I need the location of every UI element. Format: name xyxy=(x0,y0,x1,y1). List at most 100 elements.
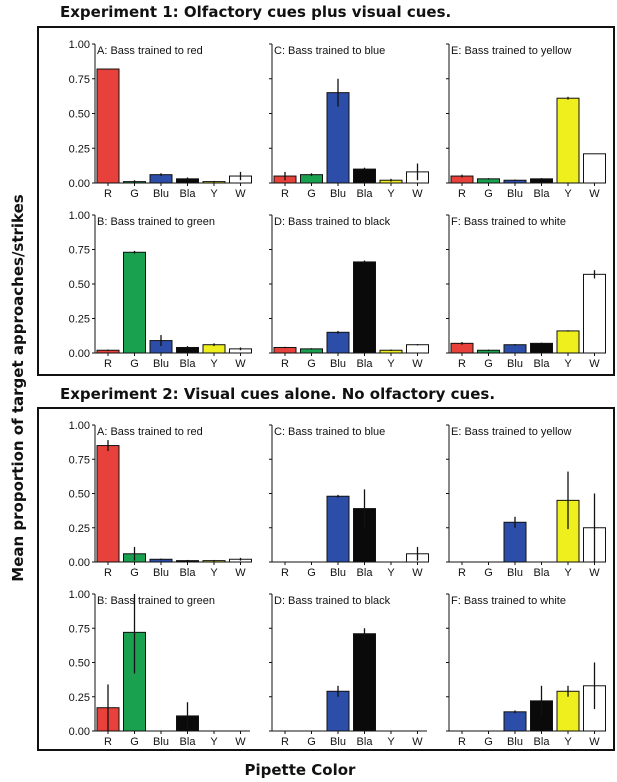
x-tick-label: Y xyxy=(387,567,395,579)
x-tick-label: Y xyxy=(210,358,218,370)
x-tick-label: G xyxy=(484,567,493,579)
panel-label: B: Bass trained to green xyxy=(97,216,215,228)
x-tick-label: Y xyxy=(210,736,218,748)
panel-1-5: R G Blu Bla Y W D: Bass trained to black xyxy=(269,214,429,370)
x-tick-label: Y xyxy=(210,188,218,200)
x-tick-label: W xyxy=(235,188,246,200)
panel-2-6: R G Blu Bla Y W F: Bass trained to white xyxy=(446,593,606,748)
x-tick-label: R xyxy=(104,736,112,748)
experiment-1-title: Experiment 1: Olfactory cues plus visual… xyxy=(60,3,451,21)
bar-r xyxy=(96,445,120,563)
panel-label: B: Bass trained to green xyxy=(97,595,215,607)
panels-group: 1.00 0.75 0.50 0.25 0.00 R G Blu Bla Y W A: Bass tr… xyxy=(69,39,606,748)
y-tick-label: 0.50 xyxy=(69,279,90,291)
x-tick-label: R xyxy=(458,188,466,200)
y-tick-label: 0.50 xyxy=(69,489,90,501)
panel-1-2: R G Blu Bla Y W C: Bass trained to blue xyxy=(269,43,429,200)
x-tick-label: Blu xyxy=(330,736,346,748)
bar-bla xyxy=(530,342,553,354)
panel-label: C: Bass trained to blue xyxy=(274,426,385,438)
panel-1-6: R G Blu Bla Y W F: Bass trained to white xyxy=(446,214,606,370)
y-tick-label: 0.50 xyxy=(69,658,90,670)
bar-g xyxy=(123,251,146,354)
x-tick-label: Y xyxy=(387,736,395,748)
x-tick-label: W xyxy=(412,358,423,370)
x-tick-label: G xyxy=(130,736,139,748)
x-tick-label: Y xyxy=(387,188,395,200)
x-tick-label: Bla xyxy=(534,188,551,200)
panel-2-1: 1.00 0.75 0.50 0.25 0.00 R G Blu Bla Y W A: Bass tr… xyxy=(69,420,252,579)
x-tick-label: Bla xyxy=(180,736,197,748)
bar-r xyxy=(273,346,297,354)
panel-2-4: 1.00 0.75 0.50 0.25 0.00 R G Blu Bla Y W B: Bass tr… xyxy=(69,589,250,748)
x-tick-label: Blu xyxy=(330,188,346,200)
y-tick-label: 0.75 xyxy=(69,623,90,635)
y-tick-label: 0.75 xyxy=(69,454,90,466)
y-tick-label: 0.00 xyxy=(69,348,90,360)
bar-blu xyxy=(503,711,527,732)
bar-bla xyxy=(353,261,376,354)
bar-y xyxy=(556,330,580,354)
panel-1-3: R G Blu Bla Y W E: Bass trained to yellow xyxy=(446,43,606,200)
panel-label: A: Bass trained to red xyxy=(97,45,203,57)
x-tick-label: W xyxy=(235,736,246,748)
x-tick-label: Y xyxy=(387,358,395,370)
x-tick-label: Bla xyxy=(534,736,551,748)
bar-bla xyxy=(353,633,376,732)
bar-y xyxy=(556,690,580,732)
bar-r xyxy=(450,342,474,354)
panel-label: C: Bass trained to blue xyxy=(274,45,385,57)
x-tick-label: R xyxy=(104,358,112,370)
x-tick-label: W xyxy=(589,567,600,579)
x-tick-label: R xyxy=(281,567,289,579)
x-tick-label: R xyxy=(458,358,466,370)
x-tick-label: G xyxy=(307,188,316,200)
bar-blu xyxy=(326,690,350,732)
x-tick-label: G xyxy=(130,358,139,370)
x-tick-label: Bla xyxy=(357,736,374,748)
x-tick-label: G xyxy=(484,188,493,200)
x-tick-label: W xyxy=(589,736,600,748)
x-tick-label: Y xyxy=(210,567,218,579)
x-tick-label: R xyxy=(281,736,289,748)
x-tick-label: Blu xyxy=(153,188,169,200)
x-tick-label: Y xyxy=(564,736,572,748)
bar-blu xyxy=(326,331,350,354)
x-tick-label: Blu xyxy=(507,567,523,579)
x-tick-label: G xyxy=(307,358,316,370)
bar-blu xyxy=(326,495,350,563)
x-tick-label: Y xyxy=(564,567,572,579)
x-tick-label: G xyxy=(130,567,139,579)
y-tick-label: 0.75 xyxy=(69,245,90,257)
y-tick-label: 0.25 xyxy=(69,692,90,704)
x-tick-label: Y xyxy=(564,358,572,370)
x-tick-label: G xyxy=(484,736,493,748)
x-tick-label: Bla xyxy=(180,567,197,579)
x-axis-title: Pipette Color xyxy=(245,761,357,779)
x-tick-label: W xyxy=(412,188,423,200)
y-axis-title: Mean proportion of target approaches/str… xyxy=(9,194,27,582)
experiment-2-title: Experiment 2: Visual cues alone. No olfa… xyxy=(60,385,495,403)
x-tick-label: G xyxy=(484,358,493,370)
x-tick-label: W xyxy=(235,358,246,370)
x-tick-label: R xyxy=(281,188,289,200)
bar-blu xyxy=(503,521,527,563)
x-tick-label: R xyxy=(458,567,466,579)
x-tick-label: Bla xyxy=(357,358,374,370)
x-tick-label: W xyxy=(235,567,246,579)
x-tick-label: Bla xyxy=(357,188,374,200)
x-tick-label: W xyxy=(412,736,423,748)
panel-label: D: Bass trained to black xyxy=(274,216,391,228)
x-tick-label: Blu xyxy=(330,358,346,370)
y-tick-label: 1.00 xyxy=(69,39,90,51)
x-tick-label: W xyxy=(589,188,600,200)
y-tick-label: 0.75 xyxy=(69,74,90,86)
panel-2-3: R G Blu Bla Y W E: Bass trained to yellow xyxy=(446,424,606,579)
panel-label: F: Bass trained to white xyxy=(451,216,566,228)
bar-blu xyxy=(503,344,527,354)
x-tick-label: G xyxy=(307,736,316,748)
panel-label: E: Bass trained to yellow xyxy=(451,45,572,57)
y-tick-label: 0.00 xyxy=(69,557,90,569)
x-tick-label: Bla xyxy=(180,358,197,370)
